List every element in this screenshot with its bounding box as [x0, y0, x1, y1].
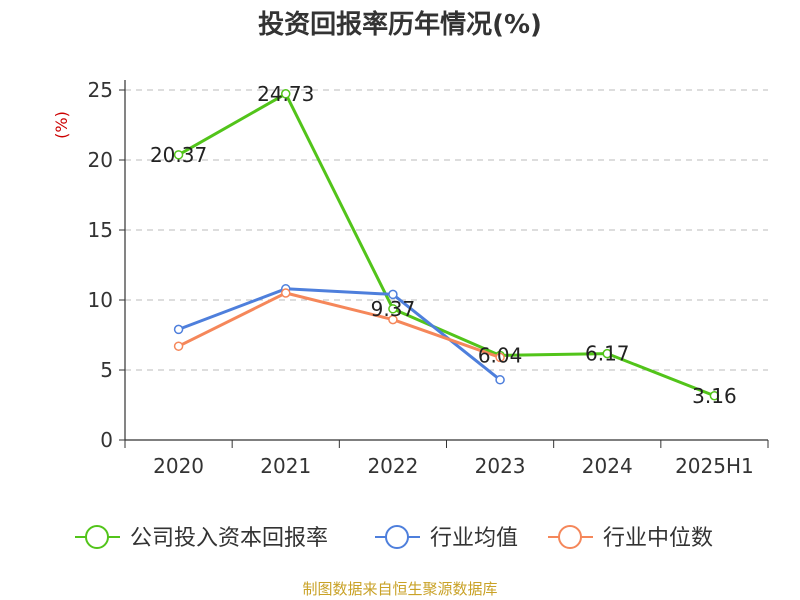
- y-tick-label: 15: [88, 218, 113, 242]
- y-tick-label: 20: [88, 148, 113, 172]
- legend-label-2: 行业中位数: [603, 526, 713, 551]
- series-point-0: [602, 348, 612, 359]
- x-tick-label: 2021: [260, 454, 311, 478]
- y-tick-label: 5: [100, 358, 113, 382]
- chart-title: 投资回报率历年情况(%): [258, 10, 542, 40]
- series-point-0: [709, 391, 720, 401]
- legend: 公司投入资本回报率 行业均值 行业中位数: [75, 525, 713, 551]
- x-tick-label: 2023: [475, 454, 526, 478]
- series-point-2: [388, 314, 398, 325]
- data-label: 3.16: [692, 384, 737, 408]
- series-point-1: [388, 289, 398, 300]
- y-tick-label: 25: [88, 78, 113, 102]
- y-tick-label: 10: [88, 288, 113, 312]
- legend-marker-0: [85, 525, 109, 549]
- x-tick-label: 2022: [367, 454, 418, 478]
- series-point-2: [495, 352, 505, 363]
- y-tick-label: 0: [100, 428, 113, 452]
- series-point-0: [281, 89, 291, 99]
- legend-marker-1: [385, 525, 409, 549]
- series-point-2: [173, 341, 184, 351]
- axes: 0 5 10 15 20 25 2020 2021 2022 2023 2024 2025H1: [88, 78, 769, 478]
- series-group: [173, 89, 720, 401]
- series-point-1: [173, 324, 184, 335]
- x-tick-label: 2025H1: [675, 454, 754, 478]
- data-label: 6.17: [585, 342, 630, 366]
- data-label: 20.37: [150, 143, 207, 167]
- series-point-2: [281, 288, 291, 298]
- data-label: 9.37: [371, 297, 416, 321]
- series-point-0: [173, 150, 184, 160]
- data-label: 6.04: [478, 343, 523, 367]
- y-axis-unit-label: (%): [52, 111, 71, 139]
- legend-marker-2: [558, 525, 582, 549]
- legend-label-1: 行业均值: [430, 526, 518, 551]
- series-point-1: [495, 375, 505, 385]
- x-tick-label: 2020: [153, 454, 204, 478]
- x-tick-label: 2024: [582, 454, 633, 478]
- series-line-0: [177, 92, 715, 398]
- source-footer: 制图数据来自恒生聚源数据库: [302, 580, 498, 598]
- data-label: 24.73: [257, 82, 314, 106]
- series-line-2: [177, 291, 501, 359]
- series-point-0: [388, 304, 398, 314]
- grid-lines: [125, 89, 768, 371]
- data-labels: 20.37 24.73 9.37 6.04 6.17 3.16: [150, 82, 737, 408]
- legend-label-0: 公司投入资本回报率: [130, 526, 328, 551]
